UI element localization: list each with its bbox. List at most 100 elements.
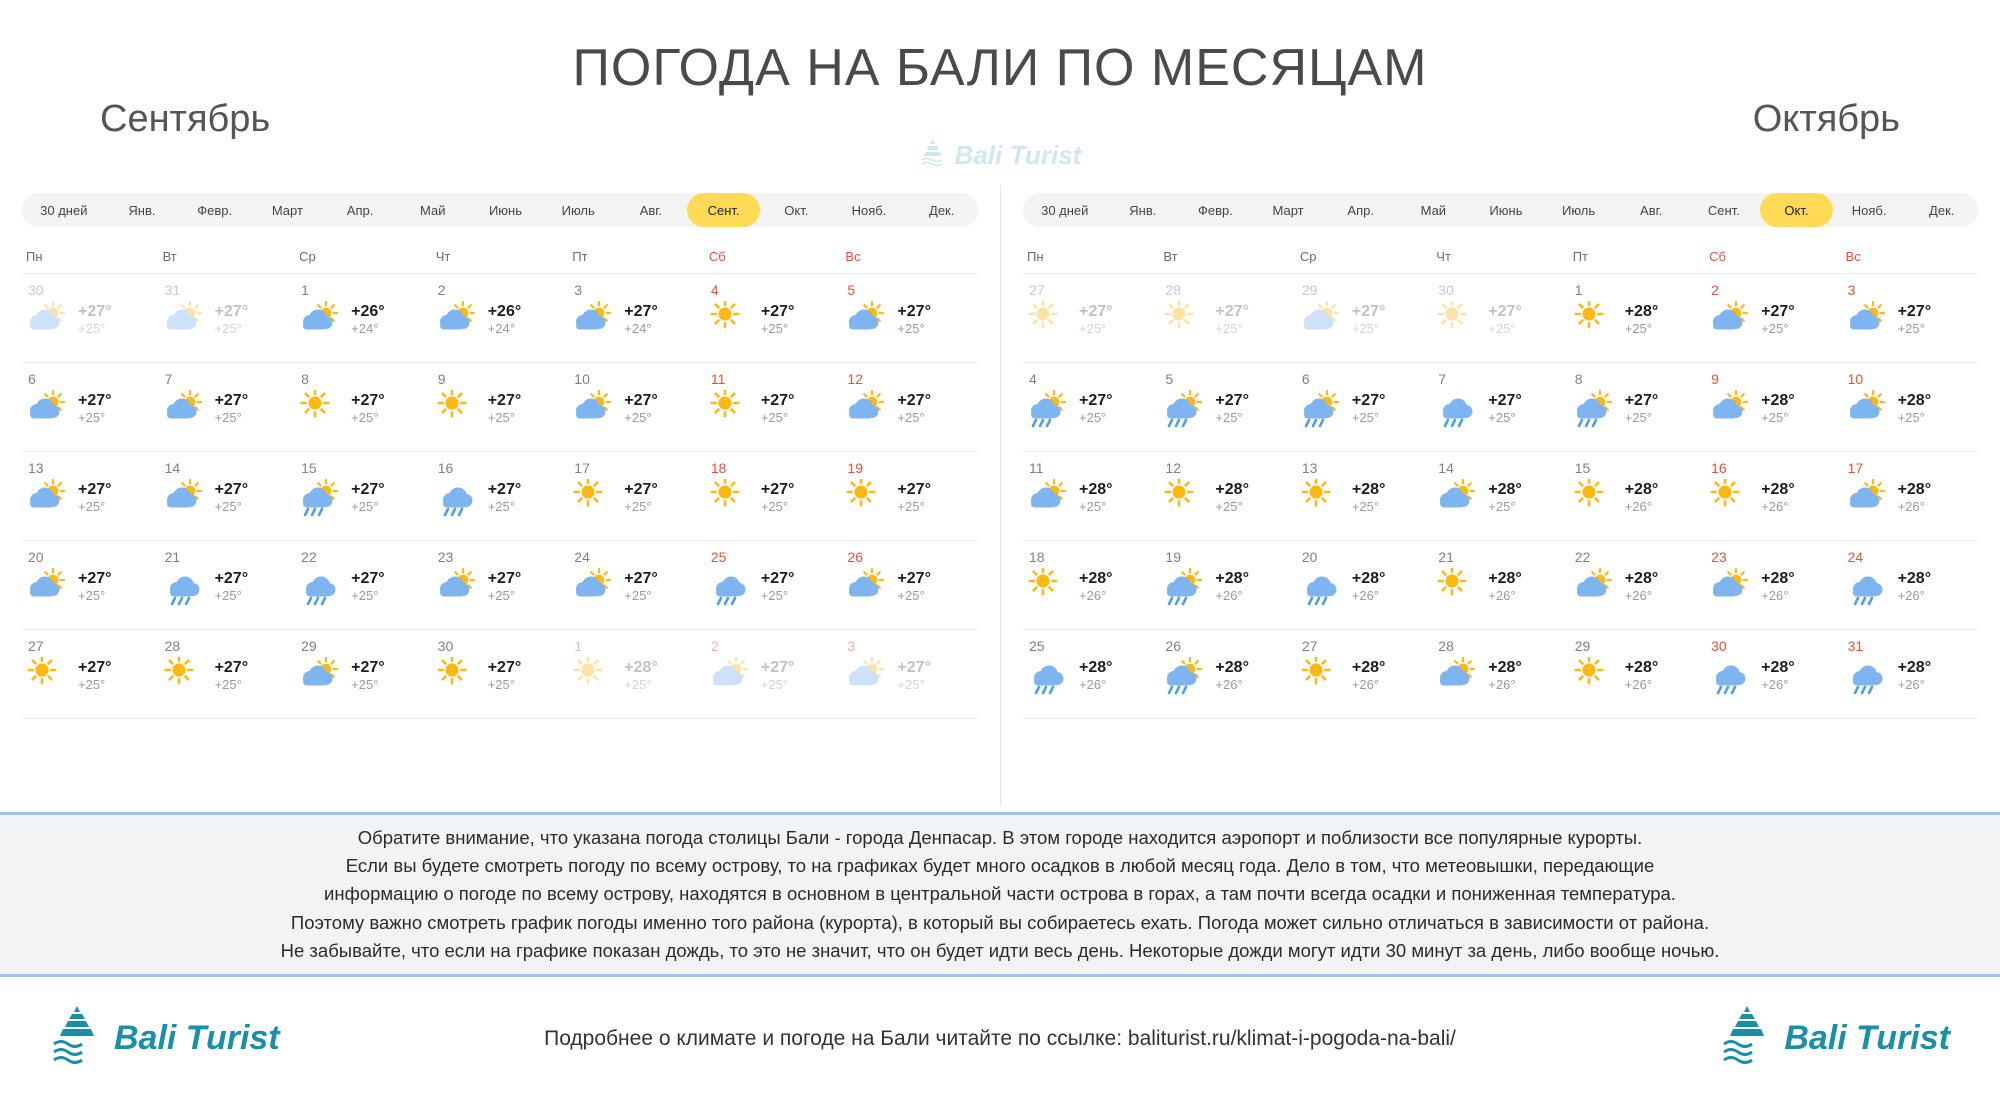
day-cell[interactable]: 30 +27° +25° xyxy=(1432,274,1568,362)
day-cell[interactable]: 21 +27° +25° xyxy=(159,541,296,629)
day-cell[interactable]: 18 +27° +25° xyxy=(705,452,842,540)
day-cell[interactable]: 14 +27° +25° xyxy=(159,452,296,540)
day-cell[interactable]: 22 +27° +25° xyxy=(295,541,432,629)
day-cell[interactable]: 4 +27° +25° xyxy=(705,274,842,362)
day-cell[interactable]: 10 +28° +25° xyxy=(1842,363,1978,451)
day-cell[interactable]: 13 +28° +25° xyxy=(1296,452,1432,540)
day-cell[interactable]: 29 +27° +25° xyxy=(1296,274,1432,362)
month-tab-март[interactable]: Март xyxy=(1272,202,1304,218)
month-tab-апр[interactable]: Апр. xyxy=(1347,202,1374,218)
day-cell[interactable]: 2 +27° +25° xyxy=(1705,274,1841,362)
month-tab-авг[interactable]: Авг. xyxy=(1640,202,1663,218)
month-tab-янв[interactable]: Янв. xyxy=(1129,202,1157,218)
day-cell[interactable]: 23 +28° +26° xyxy=(1705,541,1841,629)
day-cell[interactable]: 3 +27° +24° xyxy=(568,274,705,362)
day-cell[interactable]: 31 +27° +25° xyxy=(159,274,296,362)
day-cell[interactable]: 7 +27° +25° xyxy=(159,363,296,451)
month-tab-июль[interactable]: Июль xyxy=(1561,202,1596,218)
day-cell[interactable]: 20 +27° +25° xyxy=(22,541,159,629)
day-cell[interactable]: 19 +27° +25° xyxy=(841,452,978,540)
day-cell[interactable]: 29 +27° +25° xyxy=(295,630,432,718)
month-tab-30-days[interactable]: 30 дней xyxy=(40,202,88,218)
day-cell[interactable]: 16 +27° +25° xyxy=(432,452,569,540)
day-cell[interactable]: 6 +27° +25° xyxy=(22,363,159,451)
day-cell[interactable]: 28 +28° +26° xyxy=(1432,630,1568,718)
day-cell[interactable]: 28 +27° +25° xyxy=(159,630,296,718)
day-cell[interactable]: 31 +28° +26° xyxy=(1842,630,1978,718)
day-cell[interactable]: 1 +28° +25° xyxy=(1569,274,1705,362)
day-cell[interactable]: 28 +27° +25° xyxy=(1159,274,1295,362)
month-tab-окт[interactable]: Окт. xyxy=(1760,193,1833,227)
day-cell[interactable]: 15 +27° +25° xyxy=(295,452,432,540)
month-tab-авг[interactable]: Авг. xyxy=(639,202,663,218)
day-cell[interactable]: 5 +27° +25° xyxy=(1159,363,1295,451)
day-cell[interactable]: 30 +27° +25° xyxy=(432,630,569,718)
month-tab-февр[interactable]: Февр. xyxy=(1198,202,1233,218)
day-cell[interactable]: 5 +27° +25° xyxy=(841,274,978,362)
day-cell[interactable]: 11 +27° +25° xyxy=(705,363,842,451)
month-tab-май[interactable]: Май xyxy=(420,202,446,218)
day-cell[interactable]: 22 +28° +26° xyxy=(1569,541,1705,629)
day-cell[interactable]: 4 +27° +25° xyxy=(1023,363,1159,451)
day-cell[interactable]: 6 +27° +25° xyxy=(1296,363,1432,451)
month-tab-сент[interactable]: Сент. xyxy=(687,193,760,227)
month-tab-янв[interactable]: Янв. xyxy=(128,202,156,218)
day-cell[interactable]: 7 +27° +25° xyxy=(1432,363,1568,451)
month-tab-дек[interactable]: Дек. xyxy=(1929,202,1955,218)
day-cell[interactable]: 29 +28° +26° xyxy=(1569,630,1705,718)
month-tab-июнь[interactable]: Июнь xyxy=(1489,202,1523,218)
day-cell[interactable]: 24 +28° +26° xyxy=(1842,541,1978,629)
month-tab-дек[interactable]: Дек. xyxy=(929,202,955,218)
footer-link[interactable]: Подробнее о климате и погоде на Бали чит… xyxy=(544,1027,1456,1051)
footer-brand-left[interactable]: Bali Turist xyxy=(50,1004,280,1073)
day-cell[interactable]: 17 +28° +26° xyxy=(1842,452,1978,540)
day-cell[interactable]: 8 +27° +25° xyxy=(1569,363,1705,451)
day-cell[interactable]: 3 +27° +25° xyxy=(1842,274,1978,362)
day-cell[interactable]: 25 +27° +25° xyxy=(705,541,842,629)
month-tab-февр[interactable]: Февр. xyxy=(197,202,233,218)
day-cell[interactable]: 19 +28° +26° xyxy=(1159,541,1295,629)
day-cell[interactable]: 8 +27° +25° xyxy=(295,363,432,451)
month-tab-сент[interactable]: Сент. xyxy=(1707,202,1740,218)
day-cell[interactable]: 11 +28° +25° xyxy=(1023,452,1159,540)
day-cell[interactable]: 12 +27° +25° xyxy=(841,363,978,451)
day-cell[interactable]: 24 +27° +25° xyxy=(568,541,705,629)
day-cell[interactable]: 15 +28° +26° xyxy=(1569,452,1705,540)
day-cell[interactable]: 12 +28° +25° xyxy=(1159,452,1295,540)
day-cell[interactable]: 21 +28° +26° xyxy=(1432,541,1568,629)
day-cell[interactable]: 1 +28° +25° xyxy=(568,630,705,718)
month-tab-нояб[interactable]: Нояб. xyxy=(1851,202,1887,218)
day-cell[interactable]: 16 +28° +26° xyxy=(1705,452,1841,540)
month-tab-нояб[interactable]: Нояб. xyxy=(851,202,887,218)
day-cell[interactable]: 30 +28° +26° xyxy=(1705,630,1841,718)
day-cell[interactable]: 9 +28° +25° xyxy=(1705,363,1841,451)
day-cell[interactable]: 30 +27° +25° xyxy=(22,274,159,362)
day-cell[interactable]: 1 +26° +24° xyxy=(295,274,432,362)
month-tab-апр[interactable]: Апр. xyxy=(346,202,374,218)
month-tab-30-days[interactable]: 30 дней xyxy=(1041,202,1089,218)
month-tab-май[interactable]: Май xyxy=(1420,202,1447,218)
day-cell[interactable]: 23 +27° +25° xyxy=(432,541,569,629)
day-cell[interactable]: 9 +27° +25° xyxy=(432,363,569,451)
day-cell[interactable]: 2 +27° +25° xyxy=(705,630,842,718)
month-tab-июнь[interactable]: Июнь xyxy=(488,202,522,218)
day-cell[interactable]: 14 +28° +25° xyxy=(1432,452,1568,540)
day-cell[interactable]: 27 +27° +25° xyxy=(22,630,159,718)
day-cell[interactable]: 26 +28° +26° xyxy=(1159,630,1295,718)
day-cell[interactable]: 20 +28° +26° xyxy=(1296,541,1432,629)
day-cell[interactable]: 27 +28° +26° xyxy=(1296,630,1432,718)
day-cell[interactable]: 27 +27° +25° xyxy=(1023,274,1159,362)
day-cell[interactable]: 18 +28° +26° xyxy=(1023,541,1159,629)
day-cell[interactable]: 25 +28° +26° xyxy=(1023,630,1159,718)
day-cell[interactable]: 26 +27° +25° xyxy=(841,541,978,629)
month-tab-июль[interactable]: Июль xyxy=(561,202,595,218)
day-cell[interactable]: 3 +27° +25° xyxy=(841,630,978,718)
footer-brand-right[interactable]: Bali Turist xyxy=(1720,1004,1950,1073)
day-cell[interactable]: 13 +27° +25° xyxy=(22,452,159,540)
day-cell[interactable]: 2 +26° +24° xyxy=(432,274,569,362)
footer-url[interactable]: baliturist.ru/klimat-i-pogoda-na-bali/ xyxy=(1127,1026,1456,1050)
day-cell[interactable]: 17 +27° +25° xyxy=(568,452,705,540)
month-tab-март[interactable]: Март xyxy=(271,202,303,218)
month-tab-окт[interactable]: Окт. xyxy=(784,202,809,218)
day-cell[interactable]: 10 +27° +25° xyxy=(568,363,705,451)
